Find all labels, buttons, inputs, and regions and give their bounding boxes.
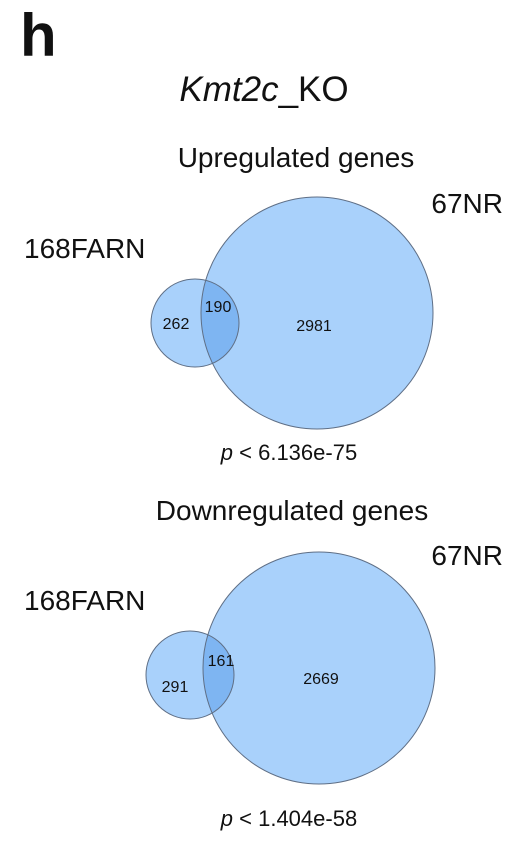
gene-name: Kmt2c: [179, 70, 279, 109]
venn-subtitle: Upregulated genes: [178, 142, 415, 173]
overlap-count: 161: [208, 653, 235, 670]
panel-label: h: [20, 2, 57, 69]
p-value: p < 1.404e-58: [220, 806, 357, 831]
left-only-count: 262: [163, 316, 190, 333]
left-set-label: 168FARN: [24, 585, 145, 616]
left-set-outline: [150, 278, 240, 368]
venn-upregulated: Upregulated genes 67NR 168FARN 262 190 2…: [24, 142, 503, 465]
right-set-circle: [201, 197, 433, 429]
venn-subtitle: Downregulated genes: [156, 495, 428, 526]
title-suffix: _KO: [278, 70, 349, 109]
left-set-outline: [145, 630, 235, 720]
venn-downregulated: Downregulated genes 67NR 168FARN 291 161…: [24, 495, 503, 831]
right-set-circle: [203, 552, 435, 784]
right-set-outline: [200, 196, 434, 430]
right-set-outline: [202, 551, 436, 785]
left-set-label: 168FARN: [24, 233, 145, 264]
left-only-count: 291: [162, 679, 189, 696]
right-set-label: 67NR: [431, 188, 503, 219]
right-set-label: 67NR: [431, 540, 503, 571]
right-only-count: 2669: [303, 671, 339, 688]
figure-title: Kmt2c_KO: [0, 72, 528, 107]
overlap-count: 190: [205, 299, 232, 316]
p-value: p < 6.136e-75: [220, 440, 357, 465]
right-only-count: 2981: [296, 318, 332, 335]
